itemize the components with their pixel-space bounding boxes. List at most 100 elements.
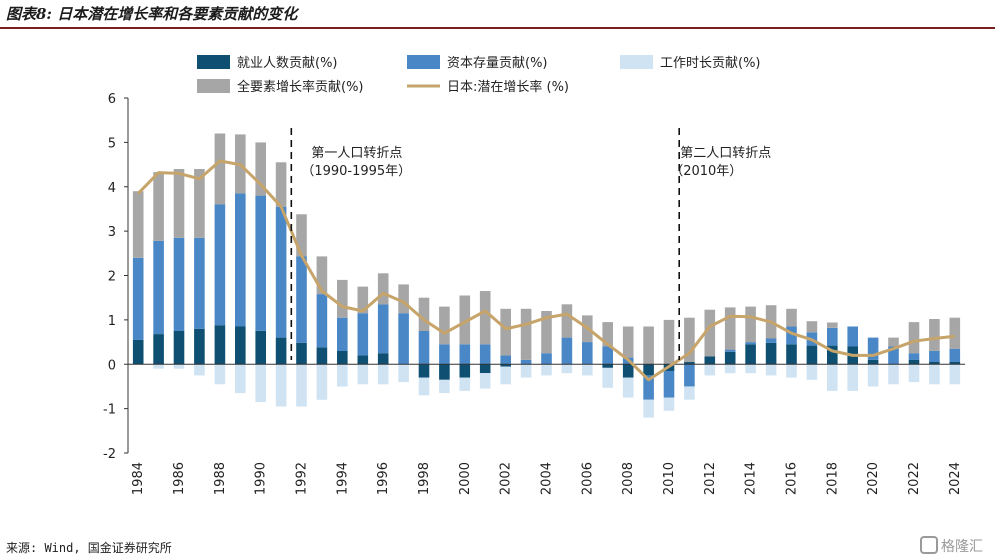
bar-segment <box>806 321 818 333</box>
bar-segment <box>684 364 695 387</box>
bar-segment <box>704 356 716 365</box>
y-tick-label: 6 <box>108 92 116 107</box>
bar-segment <box>275 337 287 365</box>
bar-segment <box>173 331 185 365</box>
y-tick-label: 1 <box>108 314 116 329</box>
page-title: 图表8: 日本潜在增长率和各要素贡献的变化 <box>6 5 298 23</box>
bar-segment <box>153 172 164 241</box>
x-tick-label: 2020 <box>866 462 881 495</box>
bar-segment <box>418 364 430 378</box>
bar-segment <box>377 304 389 354</box>
bar-segment <box>908 364 920 383</box>
x-tick-label: 1988 <box>213 462 228 495</box>
bar-segment <box>459 344 471 365</box>
bar-segment <box>929 350 940 362</box>
bar-segment <box>214 133 226 205</box>
bar-segment <box>275 364 287 407</box>
potential-growth-line <box>137 159 955 382</box>
bar-segment <box>643 375 654 400</box>
bar-segment <box>194 237 205 329</box>
y-tick-label: -1 <box>103 403 116 418</box>
y-tick-label: 2 <box>108 270 116 285</box>
bar-segment <box>745 342 756 345</box>
legend-swatch <box>620 55 653 69</box>
x-tick-label: 2008 <box>621 462 636 495</box>
bar-segment <box>337 364 348 387</box>
watermark-logo-icon <box>920 536 938 554</box>
bar-segment <box>214 325 226 365</box>
y-tick-label: 0 <box>108 358 116 373</box>
x-tick-label: 2014 <box>744 462 759 495</box>
bar-segment <box>949 348 961 362</box>
x-tick-label: 2024 <box>948 462 963 495</box>
bar-segment <box>439 364 450 380</box>
bar-segment <box>520 364 532 378</box>
bar-segment <box>235 326 246 365</box>
x-tick-label: 1992 <box>295 462 310 495</box>
watermark-text: 格隆汇 <box>941 539 983 555</box>
bar-segment <box>786 364 797 378</box>
bar-segment <box>643 399 654 418</box>
bar-segment <box>316 294 328 348</box>
bar-segment <box>786 326 797 345</box>
x-tick-label: 1996 <box>376 462 391 495</box>
x-axis: 1984 1986 1988 1990 1992 1994 1996 1998 2000 2002… <box>131 462 963 495</box>
bar-segment <box>479 291 491 345</box>
bar-segment <box>439 344 450 365</box>
bar-segment <box>296 364 307 407</box>
x-tick-label: 1998 <box>417 462 432 495</box>
bar-segment <box>439 379 450 394</box>
annotation-sublabel: （1990-1995年） <box>301 164 411 179</box>
legend-swatch <box>407 55 440 69</box>
x-tick-label: 1986 <box>172 462 187 495</box>
bar-segment <box>377 353 389 365</box>
bar-segment <box>704 309 716 357</box>
bar-segment <box>275 206 287 338</box>
bar-segment <box>929 319 940 351</box>
bar-segment <box>479 364 491 374</box>
legend-swatch <box>197 55 230 69</box>
bar-segment <box>194 328 205 365</box>
bar-segment <box>173 169 185 238</box>
annotation-layer: 第一人口转折点 （1990-1995年） 第二人口转折点 （2010年） <box>290 128 771 360</box>
bar-segment <box>418 297 430 331</box>
bar-segment <box>132 339 144 365</box>
bar-segment <box>806 364 818 380</box>
bar-segment <box>153 240 164 335</box>
bar-segment <box>867 359 879 365</box>
bar-segment <box>847 364 858 391</box>
bar-segment <box>357 286 369 314</box>
bar-segment <box>827 327 838 346</box>
x-tick-label: 2022 <box>907 462 922 495</box>
bar-segment <box>296 214 307 257</box>
bar-segment <box>888 337 899 347</box>
bar-segment <box>684 386 695 400</box>
x-tick-label: 1984 <box>131 462 146 495</box>
bar-segment <box>847 326 858 347</box>
bar-segment <box>765 338 777 343</box>
y-tick-label: 4 <box>108 181 116 196</box>
legend-label: 资本存量贡献(%) <box>447 56 548 71</box>
bar-segment <box>643 364 654 376</box>
bar-segment <box>602 346 613 365</box>
bar-segment <box>704 364 716 376</box>
bar-segment <box>541 353 552 365</box>
bar-segment <box>500 364 511 367</box>
y-axis: 6 5 4 3 2 1 0 -1 -2 <box>103 92 129 462</box>
bar-segment <box>724 307 736 350</box>
x-tick-label: 2000 <box>458 462 473 495</box>
bar-segment <box>602 367 613 388</box>
bar-segment <box>949 317 961 349</box>
bar-segment <box>316 347 328 365</box>
bar-segment <box>337 317 348 351</box>
bar-segment <box>377 364 389 385</box>
legend-label: 全要素增长率贡献(%) <box>237 79 364 95</box>
bar-segment <box>398 364 409 383</box>
annotation-label: 第二人口转折点 <box>680 146 771 161</box>
bar-segment <box>377 273 389 305</box>
bar-segment <box>255 364 266 402</box>
bar-segment <box>132 191 144 258</box>
bar-segment <box>500 308 511 356</box>
bar-segment <box>459 377 471 391</box>
bar-segment <box>663 397 675 411</box>
